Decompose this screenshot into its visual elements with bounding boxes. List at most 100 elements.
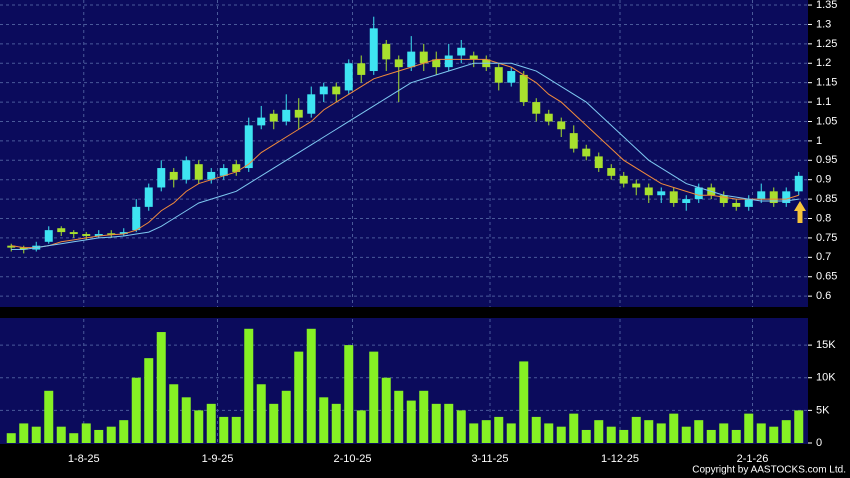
volume-bar <box>194 410 204 443</box>
candle-body <box>44 230 53 242</box>
candle-body <box>644 187 653 196</box>
volume-bar <box>794 410 804 443</box>
volume-bar <box>269 403 279 443</box>
candle-body <box>232 164 241 172</box>
volume-bar <box>31 426 41 443</box>
volume-bar <box>319 397 329 443</box>
volume-bar <box>44 390 54 443</box>
candle-body <box>519 74 528 103</box>
x-tick-label: 1-8-25 <box>68 453 100 465</box>
y-tick-label: 1.35 <box>816 0 837 11</box>
volume-bar <box>94 429 104 443</box>
y-tick-label: 1.05 <box>816 115 837 127</box>
volume-bar <box>506 423 516 443</box>
volume-bar <box>469 423 479 443</box>
y-tick-label: 1.25 <box>816 38 837 50</box>
candle-body <box>194 164 203 180</box>
candle-body <box>257 117 266 126</box>
y-tick-label: 0.6 <box>816 290 831 302</box>
candle-body <box>794 175 803 192</box>
volume-bar <box>381 377 391 443</box>
y-tick-label: 15K <box>816 339 836 351</box>
candle-body <box>319 86 328 95</box>
candle-body <box>219 168 228 176</box>
candle-body <box>344 63 353 91</box>
layer: 0.6 0.65 0.7 0.75 0.8 0.85 0.9 0.95 1 1.05 1.1 1.15… <box>0 0 837 465</box>
candle-body <box>107 233 116 235</box>
candle-body <box>532 102 541 114</box>
volume-bar <box>719 423 729 443</box>
volume-bar <box>544 423 554 443</box>
volume-bar <box>606 426 616 443</box>
volume-bar <box>394 390 404 443</box>
volume-bar <box>219 416 229 443</box>
candle-body <box>732 202 741 207</box>
candle-body <box>669 191 678 203</box>
x-tick-label: 2-10-25 <box>334 453 372 465</box>
volume-bar <box>356 410 366 443</box>
volume-bar <box>481 420 491 443</box>
volume-bar <box>56 426 66 443</box>
moving-average <box>11 58 799 249</box>
volume-bar <box>581 429 591 443</box>
volume-bar <box>669 413 679 443</box>
volume-bar <box>6 433 16 443</box>
y-tick-label: 0.7 <box>816 251 831 263</box>
candle-body <box>507 71 516 83</box>
x-tick-label: 2-1-26 <box>737 453 769 465</box>
candle-body <box>694 187 703 200</box>
volume-bar <box>631 416 641 443</box>
candle-body <box>7 245 16 248</box>
volume-bar <box>69 433 79 443</box>
y-tick-label: 0.75 <box>816 232 837 244</box>
volume-bar <box>294 351 304 443</box>
volume-bar <box>531 416 541 443</box>
volume-bar <box>244 328 254 443</box>
candle-body <box>82 234 91 236</box>
candle-body <box>157 168 166 188</box>
candle-body <box>407 51 416 68</box>
candle-body <box>544 113 553 122</box>
candle-body <box>144 187 153 207</box>
candle-body <box>294 109 303 118</box>
y-tick-label: 1.3 <box>816 18 831 30</box>
moving-average <box>11 62 799 251</box>
candle-body <box>632 183 641 188</box>
candle-body <box>269 113 278 122</box>
candle-body <box>132 206 141 231</box>
candle-body <box>657 191 666 196</box>
candle-body <box>119 232 128 235</box>
volume-bar <box>594 420 604 443</box>
candle-body <box>744 199 753 207</box>
y-tick-label: 1.15 <box>816 77 837 89</box>
candle-body <box>444 55 453 68</box>
signal-arrow <box>794 201 806 223</box>
volume-bar <box>206 403 216 443</box>
volume-bar <box>156 332 166 443</box>
x-tick-label: 3-11-25 <box>471 453 508 465</box>
candle-body <box>457 47 466 56</box>
volume-bar <box>781 420 791 443</box>
candle-body <box>469 55 478 60</box>
volume-bar <box>231 416 241 443</box>
y-tick-label: 0.8 <box>816 212 831 224</box>
volume-bar <box>744 413 754 443</box>
volume-bar <box>19 423 29 443</box>
volume-bar <box>494 416 504 443</box>
volume-bar <box>681 426 691 443</box>
candle-body <box>19 247 28 250</box>
volume-bar <box>656 423 666 443</box>
candle-body <box>369 28 378 72</box>
volume-bar <box>694 420 704 443</box>
candle-body <box>494 67 503 83</box>
volume-bar <box>444 403 454 443</box>
candle-body <box>182 160 191 180</box>
y-tick-label: 10K <box>816 372 836 384</box>
candle-body <box>332 86 341 95</box>
volume-bar <box>706 429 716 443</box>
candle-body <box>769 191 778 203</box>
volume-bar <box>369 351 379 443</box>
volume-bar <box>731 429 741 443</box>
price-panel <box>0 0 808 307</box>
